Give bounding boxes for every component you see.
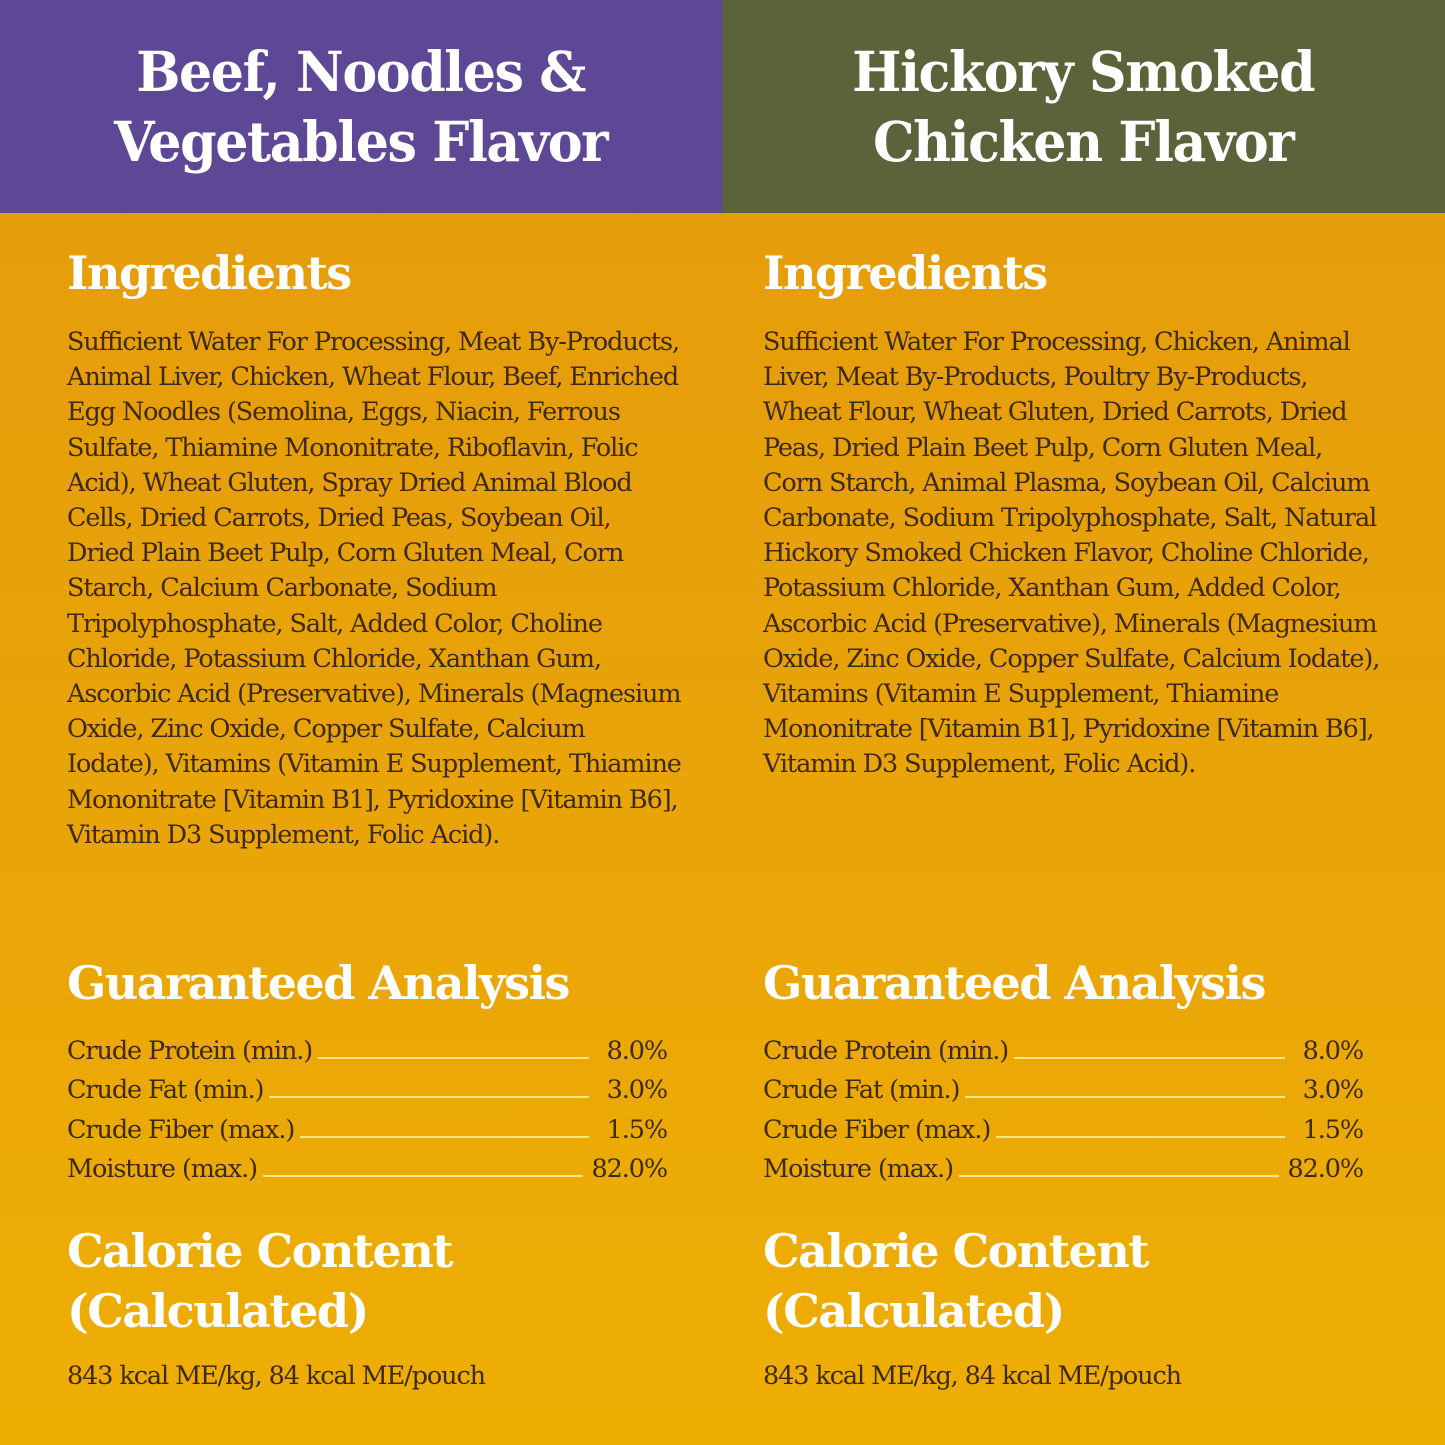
analysis-label: Moisture (max.) xyxy=(67,1154,258,1184)
leader-line xyxy=(263,1175,584,1177)
flavor-title: Beef, Noodles & Vegetables Flavor xyxy=(114,38,609,174)
leader-line xyxy=(965,1096,1285,1098)
calorie-content-value: 843 kcal ME/kg, 84 kcal ME/pouch xyxy=(67,1361,486,1391)
analysis-value: 1.5% xyxy=(1302,1114,1364,1145)
chicken-flavor-banner: Hickory Smoked Chicken Flavor xyxy=(722,0,1445,213)
analysis-value: 82.0% xyxy=(1287,1154,1364,1184)
leader-line xyxy=(996,1135,1285,1138)
flavor-header: Beef, Noodles & Vegetables Flavor Hickor… xyxy=(0,0,1445,213)
flavor-title: Hickory Smoked Chicken Flavor xyxy=(852,38,1315,174)
guaranteed-analysis-heading: Guaranteed Analysis xyxy=(67,956,570,1010)
analysis-label: Crude Fiber (max.) xyxy=(763,1114,991,1145)
leader-line xyxy=(300,1135,589,1138)
leader-line xyxy=(1014,1056,1285,1059)
calorie-content-heading: Calorie Content (Calculated) xyxy=(763,1224,1150,1338)
analysis-value: 3.0% xyxy=(1302,1075,1364,1105)
analysis-value: 3.0% xyxy=(606,1075,668,1105)
analysis-row: Crude Protein (min.) 8.0% xyxy=(67,1028,668,1068)
analysis-label: Moisture (max.) xyxy=(763,1154,954,1184)
analysis-value: 1.5% xyxy=(606,1114,668,1145)
leader-line xyxy=(959,1175,1280,1177)
analysis-value: 82.0% xyxy=(591,1154,668,1184)
analysis-label: Crude Fat (min.) xyxy=(763,1075,960,1105)
analysis-row: Crude Fiber (max.) 1.5% xyxy=(67,1107,668,1147)
analysis-label: Crude Fat (min.) xyxy=(67,1075,264,1105)
calorie-content-value: 843 kcal ME/kg, 84 kcal ME/pouch xyxy=(763,1361,1182,1391)
analysis-row: Crude Protein (min.) 8.0% xyxy=(763,1028,1364,1068)
ingredients-heading: Ingredients xyxy=(763,246,1048,300)
guaranteed-analysis-heading: Guaranteed Analysis xyxy=(763,956,1266,1010)
analysis-row: Crude Fiber (max.) 1.5% xyxy=(763,1107,1364,1147)
analysis-row: Crude Fat (min.) 3.0% xyxy=(763,1068,1364,1108)
analysis-row: Moisture (max.) 82.0% xyxy=(763,1147,1364,1187)
beef-flavor-banner: Beef, Noodles & Vegetables Flavor xyxy=(0,0,722,213)
ingredients-list: Sufficient Water For Processing, Chicken… xyxy=(763,327,1380,780)
calorie-content-heading: Calorie Content (Calculated) xyxy=(67,1224,454,1338)
leader-line xyxy=(269,1096,589,1098)
analysis-label: Crude Protein (min.) xyxy=(763,1035,1009,1066)
analysis-row: Crude Fat (min.) 3.0% xyxy=(67,1068,668,1108)
analysis-label: Crude Fiber (max.) xyxy=(67,1114,295,1145)
guaranteed-analysis-table: Crude Protein (min.) 8.0% Crude Fat (min… xyxy=(67,1028,668,1187)
analysis-row: Moisture (max.) 82.0% xyxy=(67,1147,668,1187)
ingredients-list: Sufficient Water For Processing, Meat By… xyxy=(67,327,682,850)
analysis-value: 8.0% xyxy=(606,1035,668,1066)
ingredients-heading: Ingredients xyxy=(67,246,352,300)
leader-line xyxy=(318,1056,589,1059)
guaranteed-analysis-table: Crude Protein (min.) 8.0% Crude Fat (min… xyxy=(763,1028,1364,1187)
analysis-value: 8.0% xyxy=(1302,1035,1364,1066)
analysis-label: Crude Protein (min.) xyxy=(67,1035,313,1066)
